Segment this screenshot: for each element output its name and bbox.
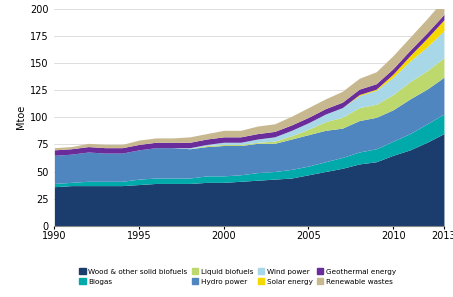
Y-axis label: Mtoe: Mtoe: [16, 105, 26, 129]
Legend: Wood & other solid biofuels, Biogas, Liquid biofuels, Hydro power, Wind power, S: Wood & other solid biofuels, Biogas, Liq…: [79, 268, 396, 285]
